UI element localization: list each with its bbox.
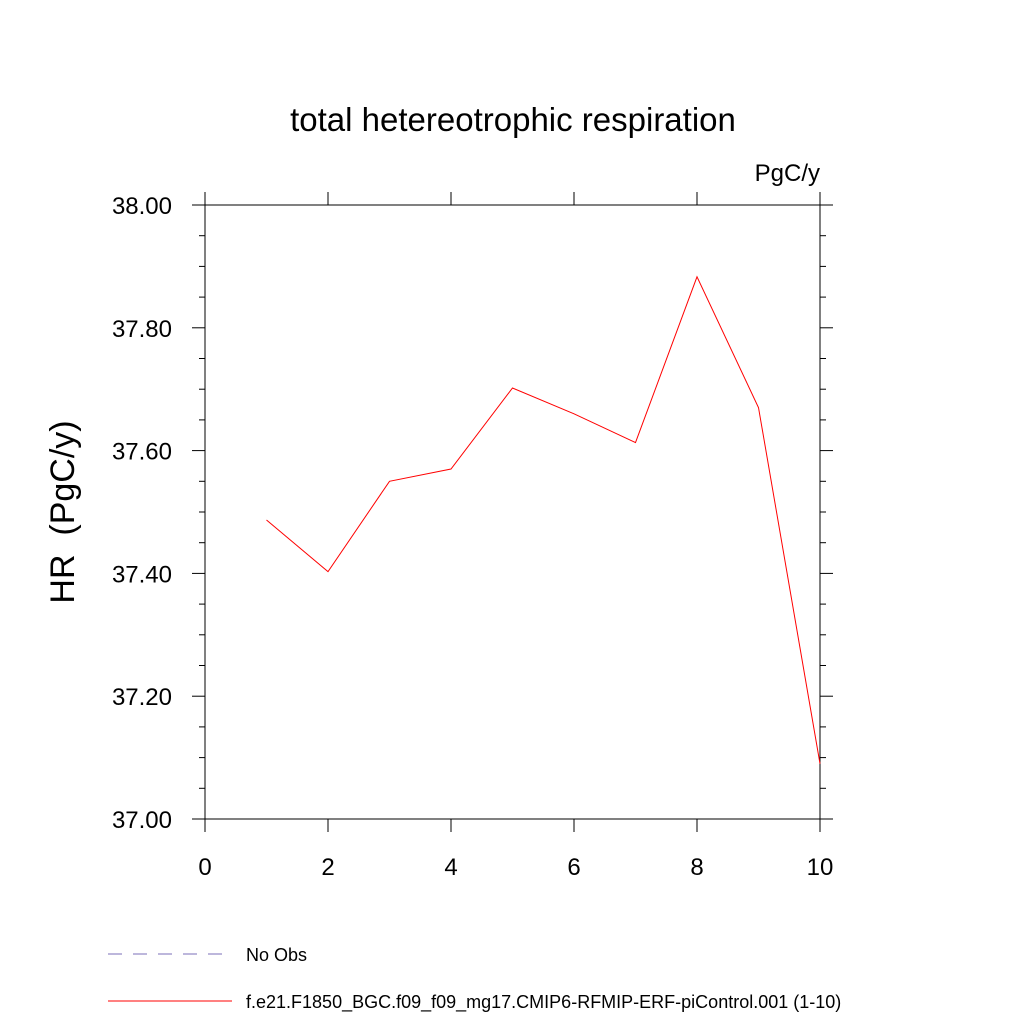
y-tick-label: 38.00 [112,193,172,220]
axis-ticks [192,192,833,832]
y-tick-label: 37.00 [112,807,172,834]
x-tick-label: 8 [690,854,703,881]
x-tick-label: 4 [444,854,457,881]
y-tick-label: 37.80 [112,316,172,343]
x-tick-label: 10 [807,854,834,881]
legend-label: No Obs [246,945,307,965]
series-line [266,275,821,764]
y-axis-label: HR (PgC/y) [44,420,82,603]
plot-border [204,204,821,820]
y-tick-labels: 37.00 37.20 37.40 37.60 37.80 38.00 [112,193,172,834]
x-tick-labels: 0 2 4 6 8 10 [198,854,833,881]
chart-title: total hetereotrophic respiration [290,101,736,138]
x-tick-label: 6 [567,854,580,881]
y-tick-label: 37.40 [112,561,172,588]
x-tick-label: 2 [321,854,334,881]
y-tick-label: 37.20 [112,684,172,711]
x-tick-label: 0 [198,854,211,881]
legend: No Obs f.e21.F1850_BGC.f09_f09_mg17.CMIP6… [108,945,841,1013]
legend-label: f.e21.F1850_BGC.f09_f09_mg17.CMIP6-RFMIP… [246,992,841,1013]
y-tick-label: 37.60 [112,439,172,466]
plot-frame [204,204,821,820]
units-label: PgC/y [755,160,820,187]
series-lines [266,275,821,764]
